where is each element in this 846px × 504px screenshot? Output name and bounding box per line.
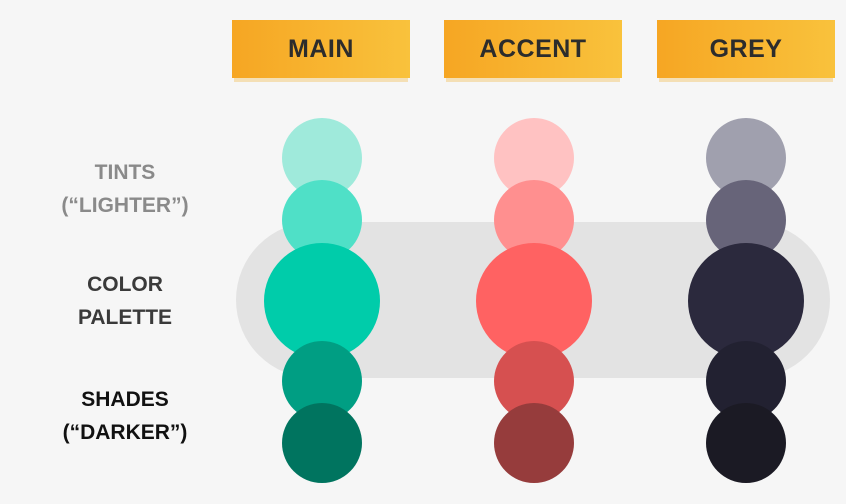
tints-label-line2: (“LIGHTER”)	[61, 194, 189, 217]
row-label-shades: SHADES (“DARKER”)	[40, 383, 210, 449]
header-main: MAIN	[232, 20, 410, 78]
header-grey: GREY	[657, 20, 835, 78]
shades-label-line1: SHADES	[81, 388, 169, 411]
main-base-swatch	[264, 243, 380, 359]
accent-shade-2-swatch	[494, 403, 574, 483]
main-shade-2-swatch	[282, 403, 362, 483]
shades-label-line2: (“DARKER”)	[62, 421, 188, 444]
header-accent: ACCENT	[444, 20, 622, 78]
palette-label-line2: PALETTE	[77, 306, 173, 329]
header-grey-label: GREY	[709, 34, 783, 63]
row-label-tints: TINTS (“LIGHTER”)	[40, 156, 210, 222]
grey-shade-2-swatch	[706, 403, 786, 483]
row-label-palette: COLOR PALETTE	[40, 268, 210, 334]
palette-label-line1: COLOR	[87, 273, 163, 296]
header-main-label: MAIN	[288, 34, 354, 63]
accent-base-swatch	[476, 243, 592, 359]
grey-base-swatch	[688, 243, 804, 359]
header-accent-label: ACCENT	[479, 34, 587, 63]
tints-label-line1: TINTS	[94, 161, 156, 184]
